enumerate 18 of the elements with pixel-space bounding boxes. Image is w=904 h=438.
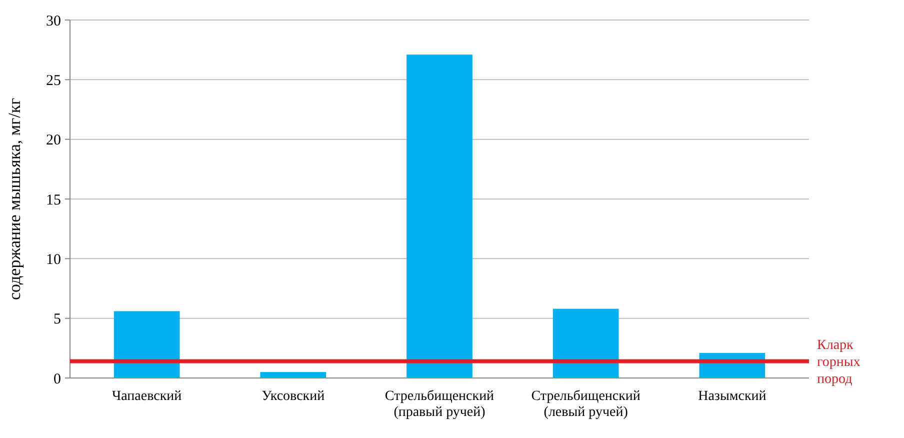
ref-line-label: Кларк горных пород — [817, 338, 860, 387]
y-tick-label: 5 — [54, 312, 61, 328]
x-tick-label: Уксовский — [262, 389, 326, 404]
x-tick-label: Назымский — [698, 389, 767, 404]
bar — [552, 308, 619, 378]
y-tick-label: 0 — [54, 371, 61, 388]
y-tick-label: 30 — [46, 13, 61, 30]
x-tick-label: Стрельбищенский (правый ручей) — [384, 389, 495, 420]
x-tick-label: Стрельбищенский (левый ручей) — [531, 389, 641, 420]
bar — [114, 311, 180, 378]
y-axis-title: содержание мышьяка, мг/кг — [5, 98, 24, 300]
y-tick-label: 10 — [46, 252, 61, 268]
x-tick-label: Чапаевский — [112, 389, 182, 404]
y-tick-label: 15 — [46, 192, 61, 208]
bar — [260, 372, 326, 378]
y-tick-label: 20 — [46, 132, 61, 149]
y-tick-label: 25 — [46, 72, 61, 89]
bar — [406, 54, 472, 378]
